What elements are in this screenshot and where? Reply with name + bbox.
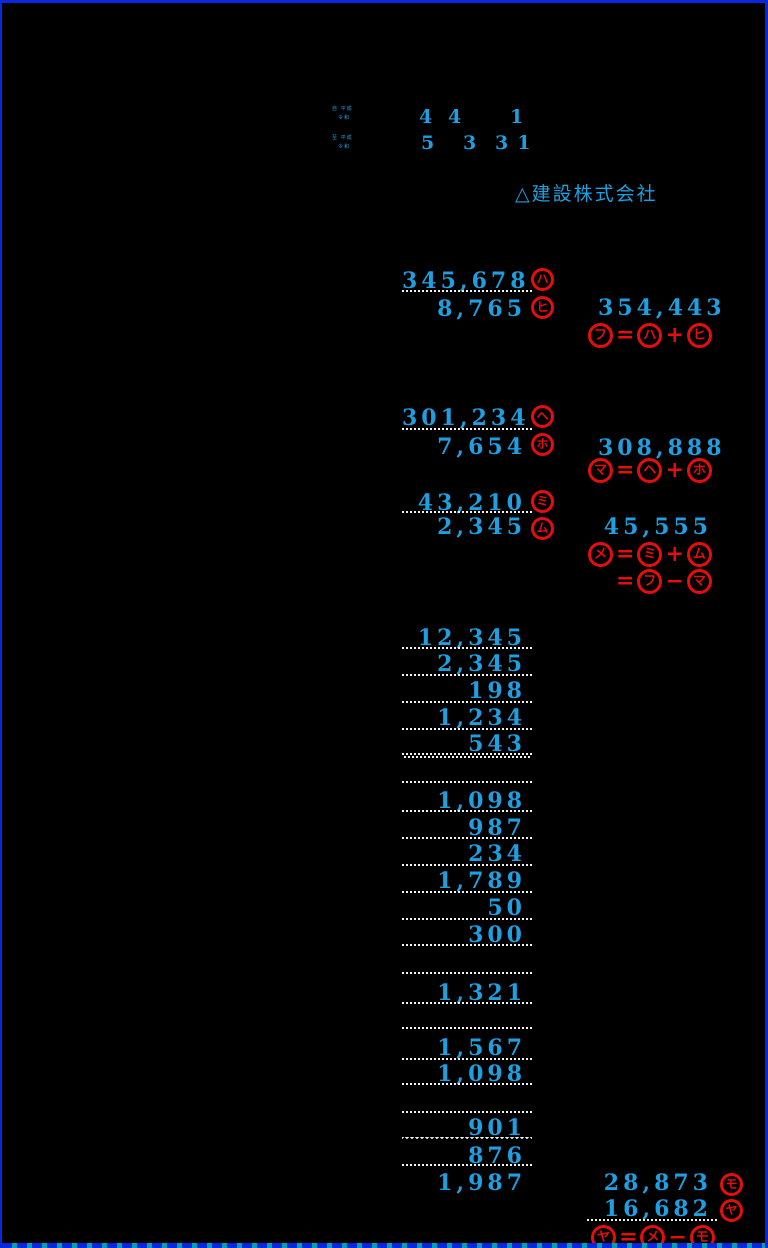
fiscal-from-era-label: 自 平成 [332, 106, 353, 112]
ref-mark-circle: ヘ [637, 458, 663, 483]
equals-sign: = [616, 457, 635, 483]
fiscal-to-year: 5 [421, 132, 435, 154]
ref-mark-circle: ミ [531, 490, 554, 513]
dotted-underline [402, 918, 532, 920]
ref-mark-circle: ム [531, 517, 554, 540]
fiscal-from-month: 4 [448, 106, 462, 128]
plus-sign: + [665, 541, 684, 567]
amount-value: 7,654 [437, 434, 526, 460]
detail-amount: 1,321 [437, 980, 526, 1006]
dotted-separator [402, 1111, 532, 1113]
equals-sign: = [619, 1224, 638, 1248]
detail-amount: 1,987 [437, 1170, 526, 1196]
detail-amount: 987 [468, 815, 526, 841]
dotted-underline [402, 428, 532, 430]
equals-sign: = [616, 541, 635, 567]
fiscal-to-era-label: 至 平成 [332, 135, 353, 141]
dotted-underline [402, 701, 532, 703]
fiscal-to-month: 3 [463, 132, 477, 154]
dotted-underline [402, 728, 532, 730]
ref-mark-circle: ヤ [720, 1199, 743, 1222]
ref-mark-circle: ム [686, 542, 712, 567]
detail-amount: 1,098 [437, 1061, 526, 1087]
total-value: 45,555 [603, 514, 712, 540]
dotted-separator [402, 781, 532, 783]
equals-sign: = [616, 322, 635, 348]
detail-amount: 1,098 [437, 788, 526, 814]
ref-mark-circle: ヒ [686, 323, 712, 348]
dotted-underline [402, 1002, 532, 1004]
equals-sign: = [616, 568, 635, 594]
fiscal-from-year: 4 [419, 106, 433, 128]
ref-mark-circle: ミ [637, 542, 663, 567]
detail-amount: 543 [468, 731, 526, 757]
dotted-underline [402, 864, 532, 866]
dotted-underline [402, 891, 532, 893]
check-formula: ヤ = メ − モ [591, 1225, 715, 1248]
ref-mark-circle: ホ [531, 433, 554, 456]
ref-mark-circle: マ [588, 458, 613, 483]
dotted-underline [402, 674, 532, 676]
ref-mark-circle: ヒ [531, 296, 554, 319]
zigzag-rule [402, 1137, 532, 1142]
dotted-underline [402, 1083, 532, 1085]
double-dotted-rule [402, 753, 532, 758]
plus-sign: + [665, 457, 684, 483]
company-name: △建設株式会社 [515, 183, 658, 205]
amount-value: 2,345 [437, 514, 526, 540]
amount-value: 8,765 [437, 296, 526, 322]
minus-sign: − [665, 568, 684, 594]
detail-amount: 2,345 [437, 651, 526, 677]
check-formula: メ = ミ + ム [588, 542, 712, 567]
footer-amount: 28,873 [603, 1170, 712, 1196]
minus-sign: − [668, 1224, 687, 1248]
plus-sign: + [665, 322, 684, 348]
dotted-underline [402, 290, 532, 292]
detail-amount: 1,234 [437, 705, 526, 731]
total-value: 308,888 [598, 435, 726, 461]
dotted-separator [402, 972, 532, 974]
ref-mark-circle: ハ [531, 268, 554, 291]
fiscal-from-day: 1 [510, 106, 524, 128]
ref-mark-circle: フ [588, 323, 613, 348]
detail-amount: 1,789 [437, 868, 526, 894]
dotted-separator [402, 1027, 532, 1029]
check-formula: = フ − マ [616, 569, 712, 594]
check-formula: マ = ヘ + ホ [588, 458, 712, 483]
dotted-underline [402, 1164, 532, 1166]
page-break-dashed-border [2, 1243, 765, 1248]
check-formula: フ = ハ + ヒ [588, 323, 712, 348]
dotted-underline [402, 810, 532, 812]
total-value: 354,443 [598, 295, 726, 321]
ref-mark-circle: ハ [637, 323, 663, 348]
detail-amount: 901 [468, 1115, 526, 1141]
dotted-underline [402, 944, 532, 946]
footer-amount: 16,682 [603, 1196, 712, 1222]
detail-amount: 300 [468, 922, 526, 948]
amount-value: 301,234 [402, 405, 530, 431]
dotted-underline [402, 837, 532, 839]
ref-mark-circle: ヘ [531, 405, 554, 428]
detail-amount: 234 [468, 841, 526, 867]
dotted-underline [587, 1219, 719, 1221]
detail-amount: 1,567 [437, 1035, 526, 1061]
fiscal-from-era-label2: 令和 [332, 115, 351, 121]
ref-mark-circle: メ [588, 542, 613, 567]
amount-value: 345,678 [402, 268, 530, 294]
fiscal-to-day: 31 [495, 132, 540, 154]
fiscal-to-era-label2: 令和 [332, 144, 351, 150]
detail-amount: 50 [487, 895, 526, 921]
ref-mark-circle: マ [686, 569, 712, 594]
ref-mark-circle: ホ [686, 458, 712, 483]
detail-amount: 198 [468, 678, 526, 704]
ref-mark-circle: モ [720, 1173, 743, 1196]
detail-amount: 12,345 [417, 625, 526, 651]
dotted-underline [402, 511, 532, 513]
dotted-underline [402, 1058, 532, 1060]
dotted-underline [402, 647, 532, 649]
ref-mark-circle: フ [637, 569, 663, 594]
